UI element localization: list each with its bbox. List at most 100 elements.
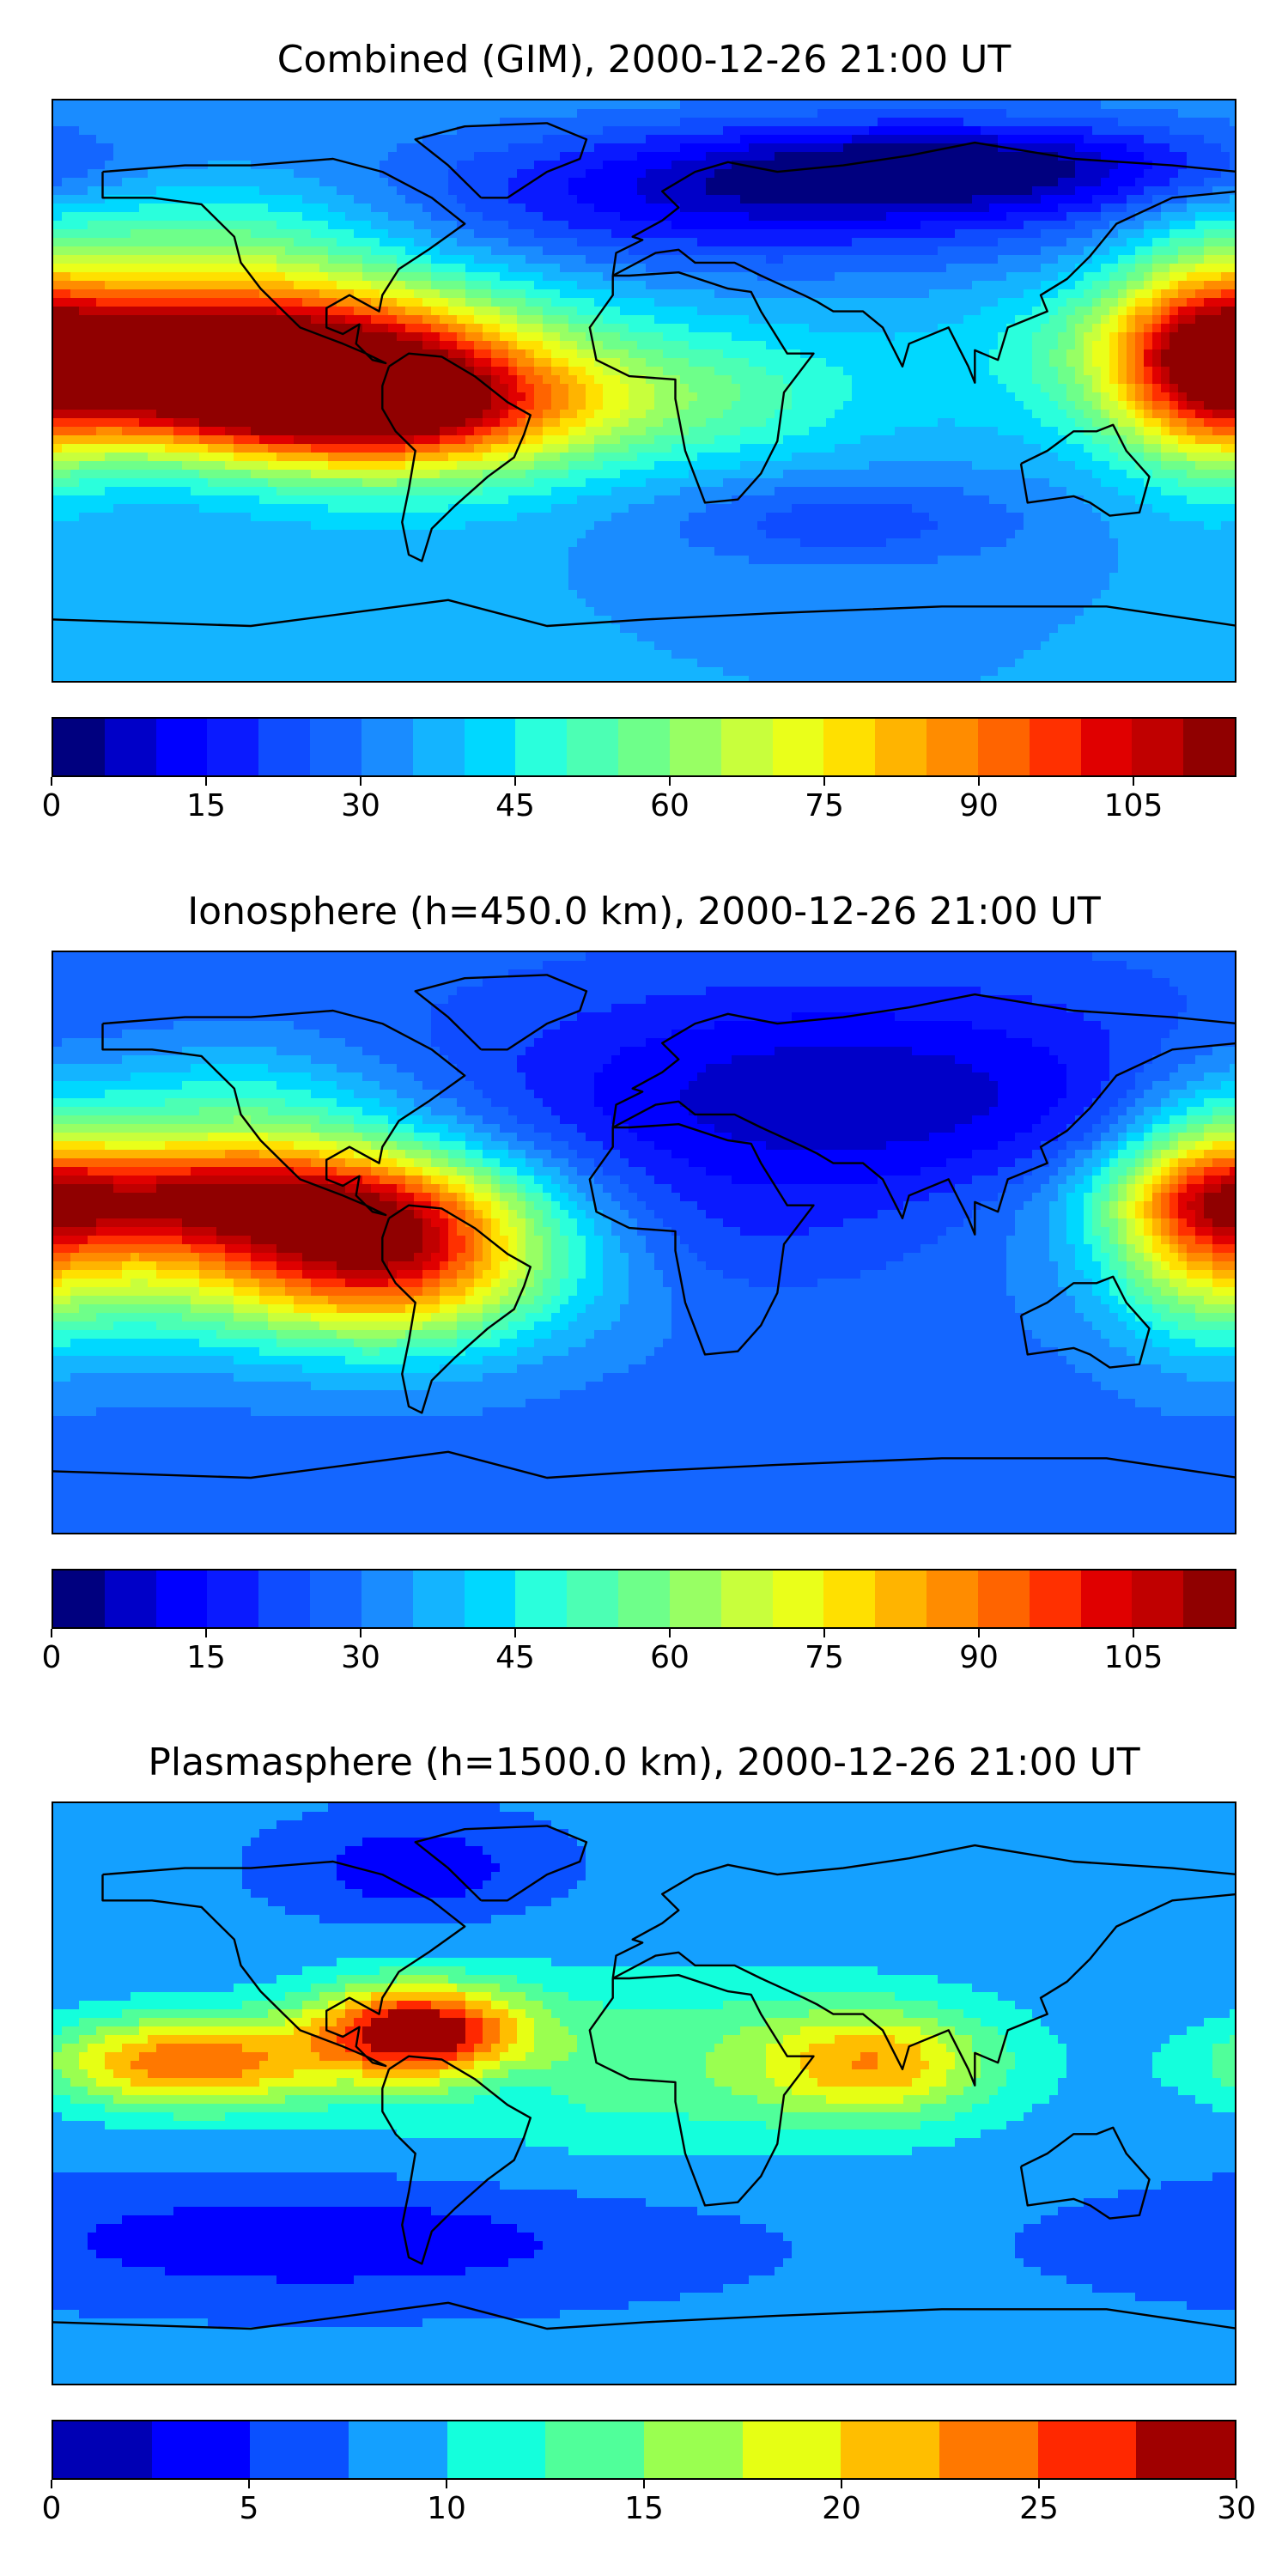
coastlines (53, 974, 1235, 1479)
colorbar-segment (644, 2421, 743, 2478)
coastline (101, 1009, 466, 1217)
colorbar-segment (207, 719, 259, 775)
coastline (414, 974, 588, 1051)
colorbar-segment (927, 1571, 978, 1627)
tec-map-plasmasphere (52, 1801, 1236, 2385)
colorbar-segment (1029, 1571, 1081, 1627)
colorbar-tick-label: 60 (650, 1641, 690, 1675)
coastline (381, 2055, 532, 2265)
colorbar-tick-label: 45 (495, 1641, 535, 1675)
colorbar-segment (53, 2421, 152, 2478)
colorbar-tick-label: 15 (186, 789, 226, 823)
colorbar-segment (720, 719, 773, 775)
coastline (414, 1825, 588, 1902)
colorbar-tick-label: 5 (240, 2492, 259, 2526)
coastline (381, 1204, 532, 1414)
coastline (414, 122, 588, 199)
colorbar-ticks-plasmasphere: 0 5 10 15 20 25 30 (42, 2480, 1256, 2531)
colorbar-segment (977, 719, 1030, 775)
colorbar-tick (1038, 2480, 1040, 2488)
colorbar-segment (1080, 719, 1133, 775)
coastline (53, 2301, 1235, 2330)
map-svg-ionosphere (53, 952, 1235, 1533)
colorbar-tick (205, 777, 207, 786)
colorbar-segment (772, 719, 824, 775)
colorbar-tick-label: 75 (805, 789, 844, 823)
colorbar-segment (155, 1571, 208, 1627)
colorbar-ionosphere (52, 1569, 1236, 1629)
colorbar-tick (841, 2480, 842, 2488)
colorbar-segment (1037, 2421, 1137, 2478)
colorbar-segment (1132, 719, 1184, 775)
colorbar-tick (643, 2480, 645, 2488)
colorbar-segment (361, 1571, 413, 1627)
colorbar-tick (51, 1629, 52, 1637)
colorbar-segment (53, 719, 105, 775)
colorbar-tick-label: 30 (341, 1641, 380, 1675)
colorbar-tick (514, 1629, 516, 1637)
colorbar-tick-label: 15 (624, 2492, 664, 2526)
colorbar-segment (772, 1571, 824, 1627)
colorbar-ticks-ionosphere: 0 15 30 45 60 75 90 105 (42, 1629, 1236, 1680)
colorbar-segment (515, 719, 568, 775)
colorbar-segment (875, 719, 927, 775)
colorbar-tick (51, 777, 52, 786)
colorbar-tick (823, 1629, 825, 1637)
colorbar-tick-label: 30 (1217, 2492, 1256, 2526)
coastlines (53, 1825, 1235, 2330)
colorbar-tick-label: 60 (650, 789, 690, 823)
colorbar-segment (155, 719, 208, 775)
colorbar-tick-label: 20 (822, 2492, 861, 2526)
colorbar-segment (1183, 719, 1235, 775)
colorbar-segment (618, 1571, 670, 1627)
colorbar-segment (361, 719, 413, 775)
colorbar-tick (360, 1629, 361, 1637)
coastline (611, 993, 1235, 1236)
colorbar-segment (464, 1571, 516, 1627)
map-title-plasmasphere: Plasmasphere (h=1500.0 km), 2000-12-26 2… (0, 1741, 1288, 1784)
colorbar-segment (1136, 2421, 1235, 2478)
coastline (101, 157, 466, 365)
colorbar-segment (258, 719, 311, 775)
colorbar-tick-label: 45 (495, 789, 535, 823)
colorbar-tick-label: 10 (427, 2492, 466, 2526)
colorbar-tick-label: 0 (42, 789, 62, 823)
colorbar-segment (669, 1571, 721, 1627)
colorbar-segment (567, 719, 619, 775)
coastline (588, 270, 815, 504)
colorbar-tick-label: 30 (341, 789, 380, 823)
colorbar-segment (720, 1571, 773, 1627)
coastline (1019, 423, 1151, 517)
colorbar-segment (742, 2421, 841, 2478)
colorbar-segment (349, 2421, 447, 2478)
colorbar-segment (151, 2421, 251, 2478)
coastline (611, 1844, 1235, 2087)
colorbar-tick (248, 2480, 250, 2488)
colorbar-segment (412, 719, 465, 775)
map-svg-combined (53, 100, 1235, 681)
colorbar-segment (53, 1571, 105, 1627)
colorbar-segment (939, 2421, 1038, 2478)
tec-map-combined (52, 99, 1236, 683)
coastline (1019, 1275, 1151, 1369)
coastline (101, 1860, 466, 2068)
colorbar-segment (1080, 1571, 1133, 1627)
colorbar-tick-label: 90 (959, 789, 999, 823)
colorbar-tick (446, 2480, 447, 2488)
colorbar-tick (1236, 2480, 1237, 2488)
colorbar-plasmasphere (52, 2420, 1236, 2480)
coastlines (53, 122, 1235, 628)
colorbar-segment (567, 1571, 619, 1627)
colorbar-tick (669, 777, 671, 786)
coastline (53, 598, 1235, 628)
colorbar-segment (104, 719, 156, 775)
map-title-combined: Combined (GIM), 2000-12-26 21:00 UT (0, 39, 1288, 82)
colorbar-segment (207, 1571, 259, 1627)
colorbar-tick (823, 777, 825, 786)
colorbar-segment (669, 719, 721, 775)
colorbar-tick (51, 2480, 52, 2488)
colorbar-tick-label: 0 (42, 1641, 62, 1675)
colorbar-segment (515, 1571, 568, 1627)
map-svg-plasmasphere (53, 1803, 1235, 2384)
colorbar-segment (927, 719, 978, 775)
